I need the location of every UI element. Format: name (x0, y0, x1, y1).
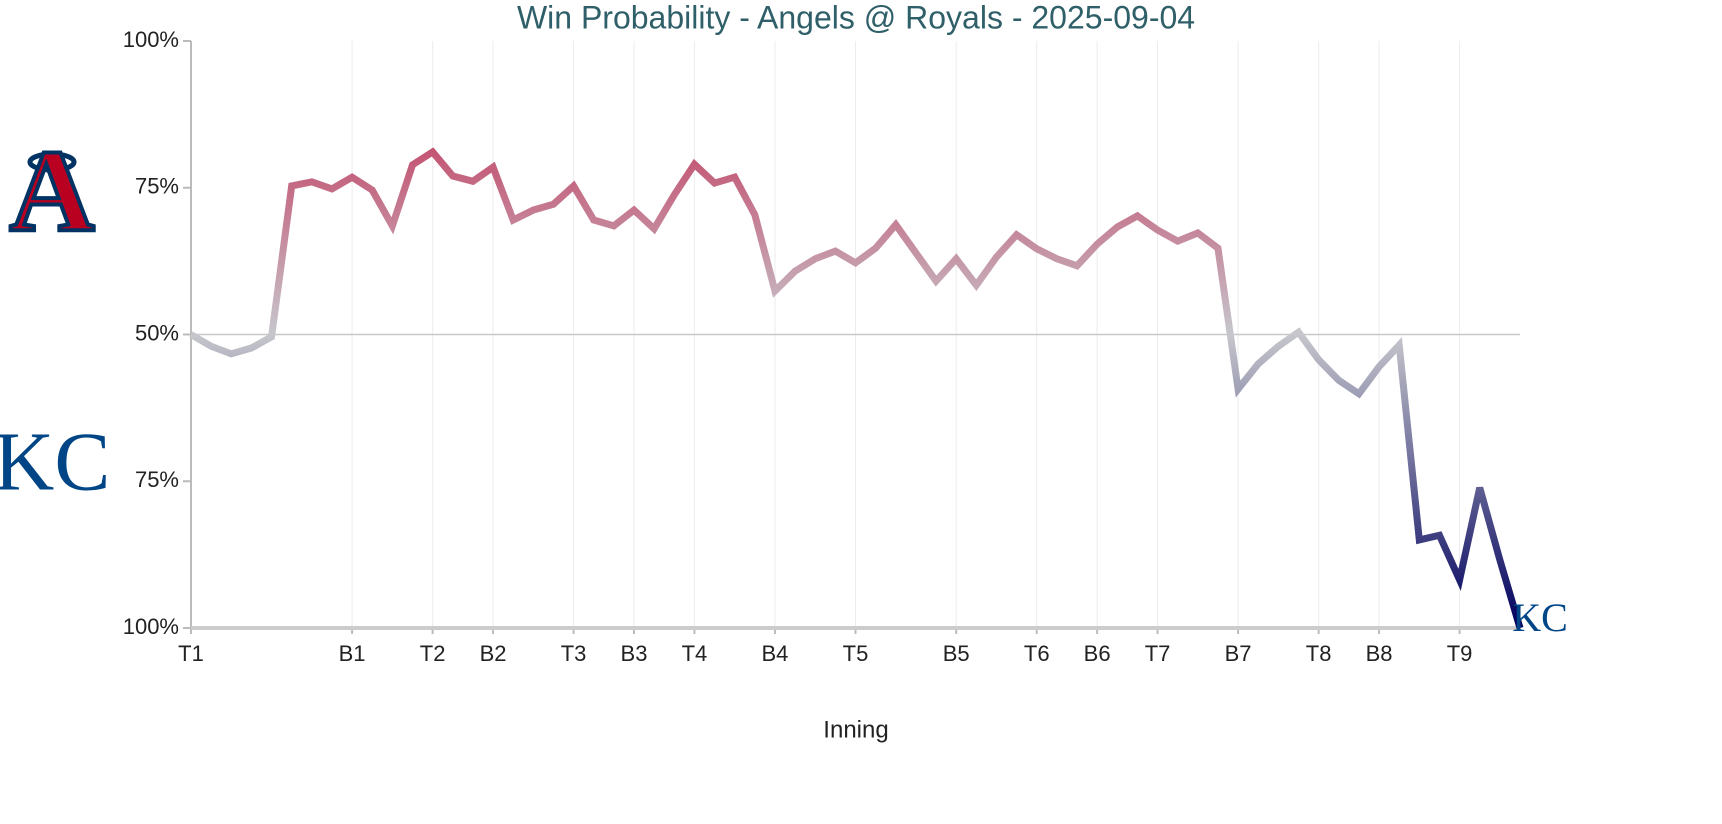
halo (27, 151, 77, 173)
x-tick-label: T4 (682, 641, 708, 666)
x-tick-label: T1 (178, 641, 204, 666)
x-tick-label: B5 (943, 641, 970, 666)
y-tick-label: 75% (135, 174, 179, 199)
x-tick-label: T3 (561, 641, 587, 666)
x-axis-label: Inning (823, 716, 888, 743)
y-tick-label: 50% (135, 320, 179, 345)
x-tick-label: B4 (761, 641, 788, 666)
plot-area: T1 B1 T2 B2 T3 B3 T4 B4 T5 B5 T6 B6 T7 B7 T8 B8 T9 100% 75… (123, 27, 1524, 666)
y-tick-label: 75% (135, 467, 179, 492)
x-tick-label: T5 (843, 641, 869, 666)
x-tick-label: B3 (621, 641, 648, 666)
x-tick-label: T9 (1447, 641, 1473, 666)
x-tick-label: T7 (1145, 641, 1171, 666)
y-tick-label: 100% (123, 27, 179, 52)
angels-logo: A (7, 123, 96, 258)
chart-title: Win Probability - Angels @ Royals - 2025… (517, 0, 1195, 35)
x-tick-label: B6 (1084, 641, 1111, 666)
y-tick-label: 100% (123, 614, 179, 639)
x-tick-label: T2 (420, 641, 446, 666)
x-tick-label: B8 (1366, 641, 1393, 666)
x-tick-label: B7 (1225, 641, 1252, 666)
logo-text: A (9, 125, 94, 256)
royals-logo: KC (0, 415, 110, 508)
end-logo: KC (1512, 595, 1568, 640)
x-tick-label: B2 (480, 641, 507, 666)
x-tick-label: T6 (1024, 641, 1050, 666)
x-tick-label: B1 (339, 641, 366, 666)
x-tick-label: T8 (1306, 641, 1332, 666)
win-probability-line (189, 147, 1524, 629)
